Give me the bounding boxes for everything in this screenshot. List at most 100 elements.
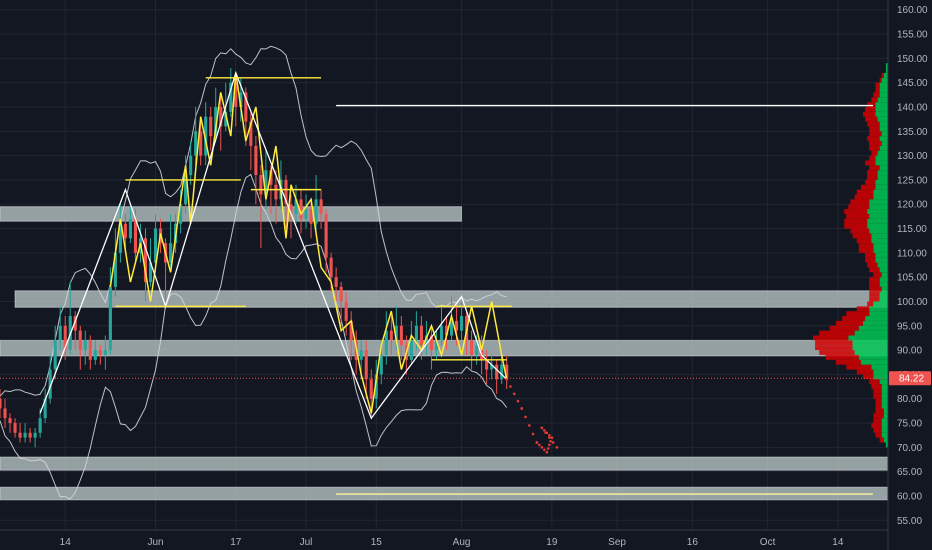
volume-bar-up (877, 150, 888, 156)
volume-bar-up (875, 102, 888, 107)
candle-body (490, 364, 494, 370)
volume-bar-up (881, 432, 888, 438)
volume-bar-up (881, 384, 888, 389)
zone-band (0, 456, 889, 471)
candle-body (319, 199, 323, 214)
volume-bar-up (881, 423, 888, 428)
candle-body (13, 423, 17, 433)
candle-body (374, 374, 378, 399)
candle-body (189, 155, 193, 176)
candle-body (224, 111, 228, 127)
volume-bar-up (881, 141, 888, 146)
projection-dot (531, 432, 535, 436)
volume-bar-down (869, 277, 880, 283)
volume-bar-up (873, 243, 888, 248)
time-tick-label: Oct (760, 537, 776, 548)
candle-body (3, 408, 7, 419)
volume-bar-down (869, 155, 876, 161)
volume-bar-down (867, 102, 876, 107)
candle-body (48, 369, 52, 399)
candle-body (98, 350, 102, 355)
volume-bar-up (852, 345, 888, 351)
candle-body (384, 330, 388, 355)
volume-bar-up (881, 418, 888, 424)
candle-body (239, 92, 243, 107)
last-price-label: 84.22 (899, 374, 924, 385)
volume-bar-down (846, 311, 870, 317)
volume-bar-up (867, 223, 888, 229)
volume-bar-down (842, 316, 866, 321)
volume-bar-down (865, 106, 876, 112)
candle-body (339, 286, 343, 302)
candle-body (344, 301, 348, 321)
candle-body (470, 340, 474, 355)
volume-bar-up (871, 364, 888, 370)
candle-body (214, 106, 218, 137)
projection-dot (549, 439, 552, 443)
volume-bar-up (877, 262, 888, 268)
volume-bar-up (879, 296, 888, 302)
volume-bar-down (873, 388, 882, 394)
volume-bar-up (860, 359, 888, 365)
volume-bar-down (852, 233, 872, 239)
volume-bar-down (867, 301, 874, 307)
volume-bar-up (881, 393, 888, 399)
volume-bar-down (873, 272, 882, 278)
candle-body (379, 354, 383, 375)
price-tick-label: 90.00 (897, 346, 922, 357)
volume-bar-up (873, 247, 888, 253)
volume-bar-down (867, 170, 878, 176)
time-tick-label: Jul (300, 537, 313, 548)
volume-bar-up (875, 179, 888, 185)
volume-bar-down (869, 131, 882, 137)
candle-body (414, 325, 418, 341)
candle-body (409, 340, 413, 360)
volume-bar-down (858, 247, 874, 253)
volume-bar-down (869, 379, 880, 385)
volume-bar-up (867, 209, 888, 214)
price-axis-panel (888, 0, 932, 550)
volume-bar-down (854, 194, 874, 200)
volume-bar-down (869, 126, 880, 132)
volume-bar-down (869, 165, 880, 171)
volume-bar-down (825, 354, 859, 360)
volume-bar-down (869, 267, 880, 273)
volume-bar-up (873, 189, 888, 195)
candle-body (419, 325, 423, 346)
projection-dot (550, 436, 554, 439)
candle-body (429, 335, 434, 351)
candle-body (209, 116, 213, 137)
volume-bar-down (871, 97, 878, 103)
volume-bar-down (875, 403, 882, 409)
volume-bar-up (879, 145, 888, 151)
white-swing (39, 70, 508, 420)
candle-body (254, 145, 258, 176)
volume-bar-down (875, 87, 880, 93)
volume-bar-up (885, 68, 888, 73)
volume-bar-down (846, 364, 872, 370)
price-tick-label: 55.00 (897, 516, 922, 527)
volume-bar-up (873, 374, 888, 380)
candle-body (103, 350, 107, 355)
candle-body (444, 325, 449, 336)
volume-bar-down (881, 72, 884, 78)
price-tick-label: 100.00 (897, 297, 928, 308)
volume-bar-up (875, 111, 888, 117)
price-tick-label: 110.00 (897, 248, 927, 259)
volume-bar-up (877, 97, 888, 103)
volume-bar-down (875, 82, 880, 88)
candle-body (244, 92, 248, 122)
candle-body (43, 398, 47, 419)
candle-body (133, 218, 138, 253)
price-tick-label: 155.00 (897, 30, 928, 41)
volume-bar-up (869, 199, 888, 205)
candle-body (123, 223, 127, 239)
lower-band (0, 173, 508, 500)
volume-bar-down (856, 238, 872, 244)
volume-bar-up (858, 325, 888, 331)
volume-bar-up (879, 82, 888, 88)
volume-bar-down (869, 286, 882, 292)
volume-bar-up (869, 213, 888, 219)
volume-bar-up (883, 437, 888, 443)
